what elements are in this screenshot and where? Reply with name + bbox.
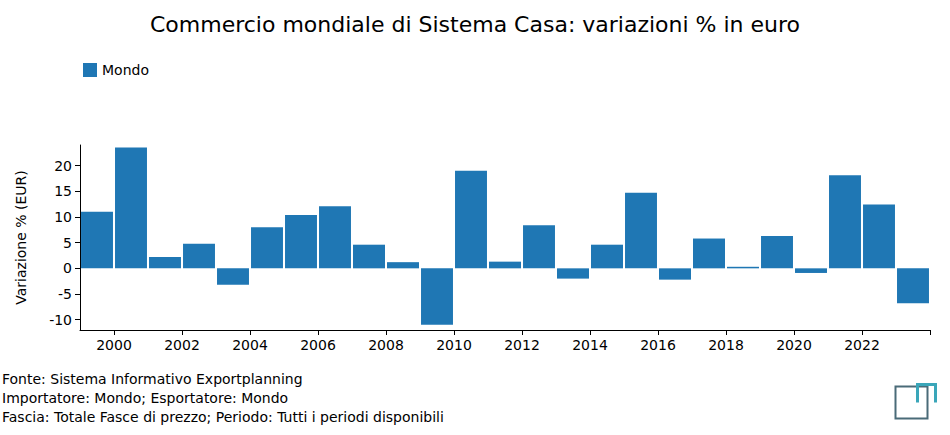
svg-text:2008: 2008 — [368, 337, 404, 353]
svg-text:Variazione % (EUR): Variazione % (EUR) — [13, 170, 29, 305]
svg-text:Commercio mondiale di Sistema: Commercio mondiale di Sistema Casa: vari… — [150, 12, 800, 37]
svg-text:Fascia: Totale Fasce di prezzo: Fascia: Totale Fasce di prezzo; Periodo:… — [2, 409, 444, 425]
svg-text:Mondo: Mondo — [102, 62, 149, 78]
svg-text:2014: 2014 — [572, 337, 608, 353]
svg-text:2002: 2002 — [164, 337, 200, 353]
svg-text:2022: 2022 — [844, 337, 880, 353]
svg-text:2016: 2016 — [640, 337, 676, 353]
svg-text:2004: 2004 — [232, 337, 268, 353]
svg-text:15: 15 — [54, 183, 72, 199]
svg-text:10: 10 — [54, 209, 72, 225]
svg-text:2010: 2010 — [436, 337, 472, 353]
svg-text:Importatore: Mondo; Esportator: Importatore: Mondo; Esportatore: Mondo — [2, 390, 288, 406]
svg-text:0: 0 — [63, 260, 72, 276]
svg-text:Fonte: Sistema Informativo Exp: Fonte: Sistema Informativo Exportplannin… — [2, 371, 303, 387]
svg-text:2018: 2018 — [708, 337, 744, 353]
svg-text:2012: 2012 — [504, 337, 540, 353]
svg-text:20: 20 — [54, 158, 72, 174]
svg-text:2006: 2006 — [300, 337, 336, 353]
svg-text:2020: 2020 — [776, 337, 812, 353]
svg-text:-5: -5 — [58, 286, 72, 302]
svg-text:5: 5 — [63, 235, 72, 251]
svg-text:2000: 2000 — [96, 337, 132, 353]
svg-text:-10: -10 — [49, 312, 72, 328]
